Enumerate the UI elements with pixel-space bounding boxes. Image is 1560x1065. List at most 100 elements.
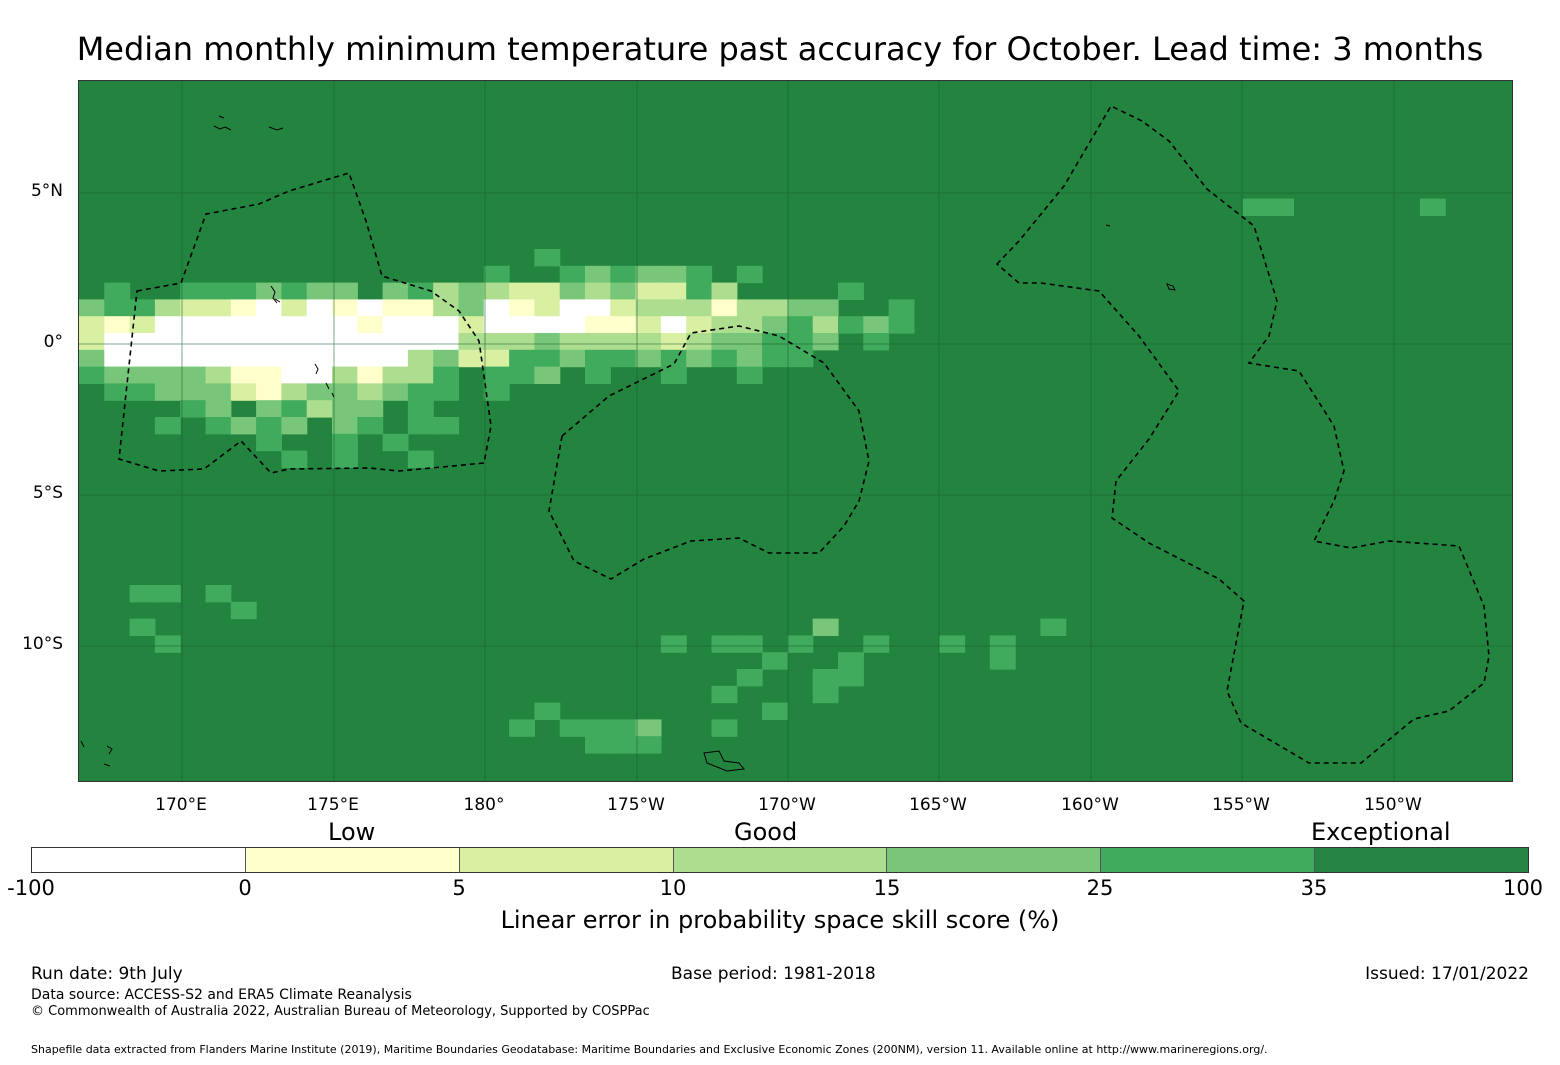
skill-cell (635, 282, 662, 300)
skill-cell (129, 333, 156, 351)
skill-cell (534, 333, 561, 351)
skill-cell (812, 299, 839, 317)
skill-cell (559, 282, 586, 300)
colorbar-segment-4 (673, 848, 888, 872)
skill-cell (483, 366, 510, 384)
lat-label-0: 0° (43, 332, 63, 352)
island-small-3 (1105, 224, 1176, 291)
skill-cell (483, 282, 510, 300)
skill-cell (205, 417, 232, 435)
skill-cell (483, 333, 510, 351)
eez-kiribati-line (995, 104, 1490, 764)
colorbar-tick: 25 (1086, 876, 1114, 900)
skill-cell (458, 299, 485, 317)
island-small-4 (314, 363, 335, 398)
skill-cell (458, 349, 485, 368)
skill-cell (180, 383, 207, 401)
colorbar-tick: 0 (238, 876, 252, 900)
skill-cell (433, 366, 460, 384)
skill-cell (180, 333, 207, 351)
skill-cell (407, 383, 434, 401)
copyright: © Commonwealth of Australia 2022, Austra… (31, 1004, 650, 1019)
skill-cell (306, 282, 333, 300)
skill-cell (256, 316, 282, 334)
skill-cell (610, 349, 637, 368)
skill-cell (509, 333, 535, 351)
skill-cell (306, 400, 333, 418)
skill-cell (357, 316, 384, 334)
skill-cell (585, 366, 611, 384)
skill-cell (610, 265, 637, 284)
skill-cell (230, 417, 257, 435)
skill-cell (129, 299, 156, 317)
skill-cell (635, 265, 662, 284)
skill-cell (787, 635, 814, 653)
skill-cell (1040, 618, 1067, 636)
island-small-1 (213, 115, 284, 131)
eez-tokelau-samoa (548, 325, 870, 580)
colorbar-tick: 35 (1300, 876, 1328, 900)
island-small-2 (270, 285, 281, 304)
skill-cell (281, 366, 308, 384)
skill-cell (534, 299, 561, 317)
skill-cell (154, 299, 181, 317)
skill-cell (357, 383, 384, 401)
skill-cell (256, 366, 282, 384)
skill-cell (509, 349, 535, 368)
issued-date: Issued: 17/01/2022 (1365, 964, 1529, 984)
skill-cell (357, 400, 384, 418)
skill-cell (357, 417, 384, 435)
skill-cell (686, 316, 713, 334)
skill-cell (79, 299, 105, 317)
skill-cell (559, 719, 586, 737)
skill-cell (635, 736, 662, 754)
skill-cell (585, 316, 611, 334)
skill-cell (104, 366, 131, 384)
skill-cell (332, 299, 358, 317)
skill-cell (104, 282, 131, 300)
skill-cell (180, 282, 207, 300)
skill-cell (838, 669, 864, 687)
skill-cell (230, 299, 257, 317)
skill-cell (281, 400, 308, 418)
lon-label-165w: 165°W (909, 795, 967, 815)
skill-cell (129, 316, 156, 334)
lon-label-155w: 155°W (1212, 795, 1270, 815)
colorbar-segment-1 (32, 848, 246, 872)
skill-cell (306, 349, 333, 368)
skill-cell (281, 299, 308, 317)
skill-cell (281, 333, 308, 351)
skill-cell (104, 316, 131, 334)
skill-cell (433, 299, 460, 317)
skill-cell (762, 652, 788, 670)
skill-cell (205, 333, 232, 351)
skill-cell (686, 349, 713, 368)
skill-cell (635, 299, 662, 317)
colorbar-tick: -100 (7, 876, 55, 900)
skill-cell (686, 265, 713, 284)
skill-cell (1419, 198, 1446, 216)
skill-cell (585, 333, 611, 351)
skill-cell (559, 333, 586, 351)
skill-cell (711, 685, 738, 704)
skill-cell (559, 265, 586, 284)
skill-cell (711, 349, 738, 368)
skill-cell (104, 333, 131, 351)
skill-cell (407, 450, 434, 468)
skill-cell (104, 349, 131, 368)
skill-cell (1242, 198, 1269, 216)
skill-cell (180, 349, 207, 368)
skill-cell (382, 366, 409, 384)
skill-cell (332, 450, 358, 468)
skill-cell (635, 316, 662, 334)
skill-cell (205, 299, 232, 317)
skill-cell (332, 282, 358, 300)
skill-cell (382, 316, 409, 334)
skill-cell (939, 635, 966, 653)
skill-cell (762, 349, 788, 368)
skill-cell (407, 417, 434, 435)
skill-cell (433, 333, 460, 351)
colorbar-tick: 10 (659, 876, 687, 900)
skill-cell (154, 383, 181, 401)
skill-cell (736, 366, 763, 384)
